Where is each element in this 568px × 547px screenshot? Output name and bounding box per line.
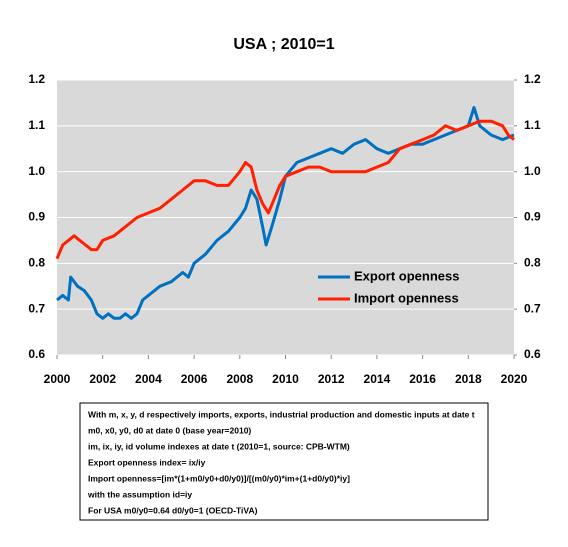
y2-tick-label: 1.2 bbox=[524, 72, 541, 86]
y2-tick-label: 1.1 bbox=[524, 118, 541, 132]
note-line: For USA m0/y0=0.64 d0/y0=1 (OECD-TiVA) bbox=[88, 505, 258, 515]
chart-title: USA ; 2010=1 bbox=[233, 36, 334, 53]
note-line: m0, x0, y0, d0 at date 0 (base year=2010… bbox=[88, 425, 251, 435]
y-tick-label: 0.8 bbox=[28, 256, 45, 270]
legend-label: Import openness bbox=[354, 290, 459, 305]
y-tick-label: 0.9 bbox=[28, 210, 45, 224]
y-tick-label: 0.6 bbox=[28, 347, 45, 361]
x-tick-label: 2016 bbox=[409, 372, 436, 386]
y2-tick-label: 0.8 bbox=[524, 256, 541, 270]
y2-tick-label: 0.9 bbox=[524, 210, 541, 224]
x-tick-label: 2008 bbox=[226, 372, 253, 386]
x-tick-label: 2020 bbox=[501, 372, 528, 386]
y-tick-label: 1.1 bbox=[28, 118, 45, 132]
note-line: Import openness=[im*(1+m0/y0+d0/y0)]/[(m… bbox=[88, 473, 350, 483]
note-line: with the assumption id=iy bbox=[87, 489, 192, 499]
y-tick-label: 1.2 bbox=[28, 72, 45, 86]
x-tick-label: 2014 bbox=[364, 372, 391, 386]
note-line: Export openness index= ix/iy bbox=[88, 457, 206, 467]
x-tick-label: 2000 bbox=[44, 372, 71, 386]
y2-tick-label: 1.0 bbox=[524, 164, 541, 178]
x-tick-label: 2018 bbox=[455, 372, 482, 386]
x-tick-label: 2006 bbox=[181, 372, 208, 386]
y2-tick-label: 0.6 bbox=[524, 347, 541, 361]
legend-label: Export openness bbox=[354, 268, 459, 283]
x-tick-label: 2012 bbox=[318, 372, 345, 386]
note-box bbox=[79, 402, 489, 521]
y2-tick-label: 0.7 bbox=[524, 301, 541, 315]
series-line bbox=[55, 119, 515, 260]
note-line: im, ix, iy, id volume indexes at date t … bbox=[88, 441, 350, 451]
x-tick-label: 2002 bbox=[89, 372, 116, 386]
series-line bbox=[56, 106, 515, 320]
note-line: With m, x, y, d respectively imports, ex… bbox=[88, 409, 475, 419]
y-tick-label: 1.0 bbox=[28, 164, 45, 178]
x-tick-label: 2010 bbox=[272, 372, 299, 386]
y-tick-label: 0.7 bbox=[28, 301, 45, 315]
x-tick-label: 2004 bbox=[135, 372, 162, 386]
